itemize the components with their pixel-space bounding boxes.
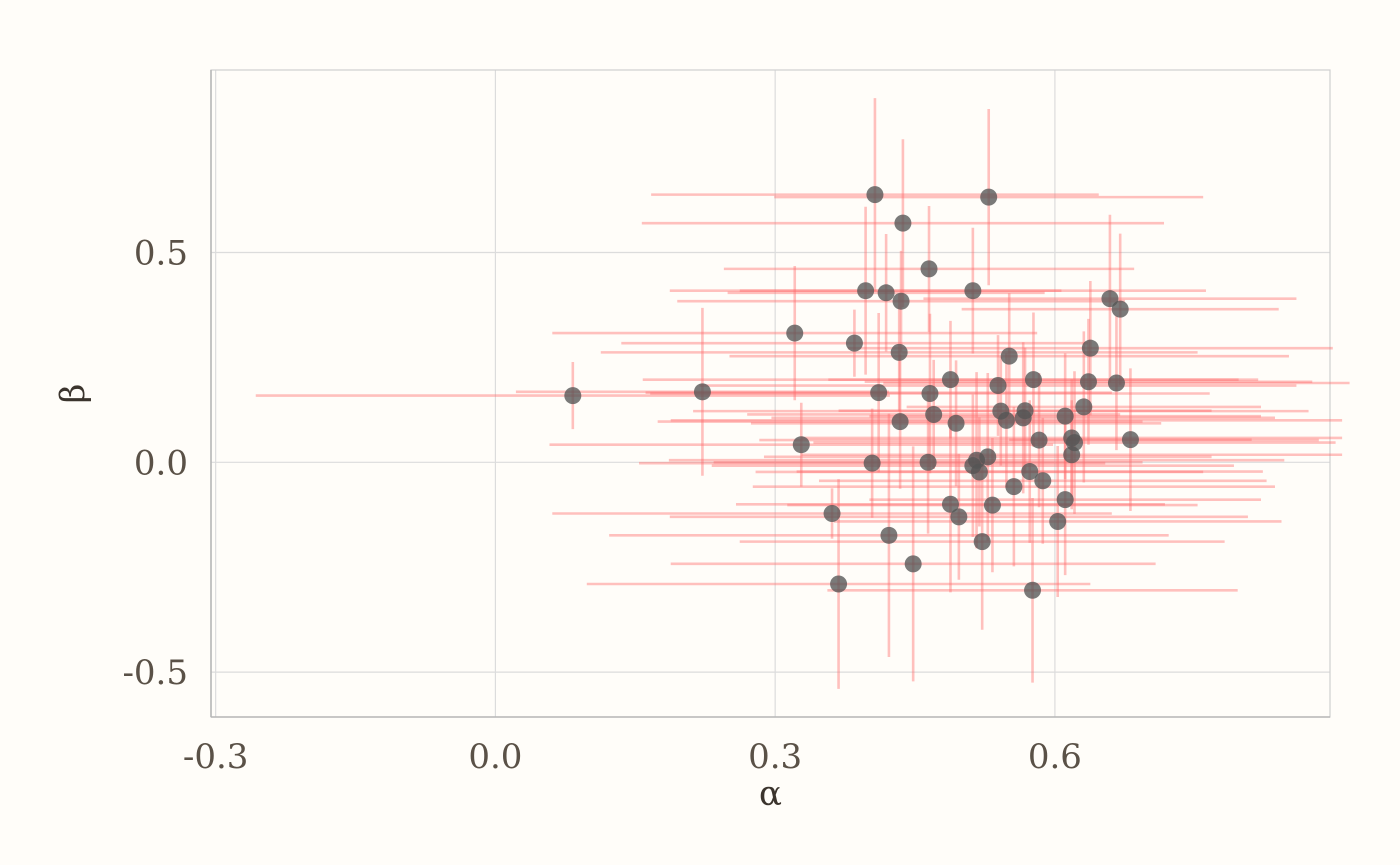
data-point — [919, 453, 937, 471]
grid-lines — [211, 70, 1330, 717]
y-tick-label: 0.5 — [134, 234, 188, 274]
data-point — [1107, 374, 1125, 392]
data-point — [792, 436, 810, 454]
data-point — [989, 377, 1007, 395]
data-point — [1030, 431, 1048, 449]
data-point — [1024, 581, 1042, 599]
data-point — [921, 385, 939, 402]
data-point — [997, 411, 1015, 429]
data-point — [1024, 371, 1042, 389]
data-point — [920, 260, 938, 278]
data-point — [892, 292, 910, 310]
data-point — [1065, 434, 1083, 452]
data-point — [941, 371, 959, 389]
data-point — [941, 495, 959, 513]
data-point — [1016, 402, 1034, 420]
data-point — [890, 343, 908, 361]
data-point — [880, 526, 898, 544]
data-point — [925, 405, 943, 423]
data-point — [1000, 347, 1018, 365]
data-point — [1034, 472, 1052, 490]
data-points — [564, 186, 1139, 599]
data-point — [973, 533, 991, 551]
data-point — [1079, 373, 1097, 391]
y-tick-label: -0.5 — [122, 653, 188, 693]
x-tick-label: -0.3 — [183, 737, 249, 777]
y-tick-labels: -0.5 0.0 0.5 — [122, 234, 188, 694]
data-point — [786, 324, 804, 342]
data-point — [894, 214, 912, 232]
data-point — [979, 448, 997, 466]
data-point — [877, 284, 895, 302]
data-point — [1111, 300, 1129, 318]
data-point — [1056, 491, 1074, 509]
y-axis-title: β — [53, 384, 93, 404]
data-point — [983, 496, 1001, 514]
data-point — [823, 505, 841, 523]
data-point — [1021, 463, 1039, 481]
data-point — [970, 463, 988, 481]
x-tick-label: 0.3 — [748, 737, 802, 777]
data-point — [964, 282, 982, 300]
data-point — [870, 384, 888, 402]
data-point — [1101, 290, 1119, 308]
data-point — [1121, 431, 1139, 449]
data-point — [845, 334, 863, 352]
x-tick-labels: -0.3 0.0 0.3 0.6 — [183, 737, 1082, 777]
data-point — [693, 383, 711, 401]
y-tick-label: 0.0 — [134, 443, 188, 483]
data-point — [947, 414, 965, 432]
data-point — [950, 508, 968, 526]
data-point — [980, 188, 998, 206]
x-tick-label: 0.0 — [468, 737, 522, 777]
data-point — [891, 413, 909, 431]
data-point — [857, 282, 875, 300]
data-point — [1049, 512, 1067, 530]
data-point — [1005, 478, 1023, 496]
data-point — [564, 387, 582, 405]
data-point — [1081, 339, 1099, 357]
data-point — [1056, 407, 1074, 425]
data-point — [863, 454, 881, 472]
x-tick-label: 0.6 — [1028, 737, 1082, 777]
data-point — [904, 555, 922, 573]
x-axis-title: α — [759, 774, 782, 814]
data-point — [866, 186, 884, 204]
data-point — [830, 575, 848, 593]
data-point — [1075, 398, 1093, 416]
